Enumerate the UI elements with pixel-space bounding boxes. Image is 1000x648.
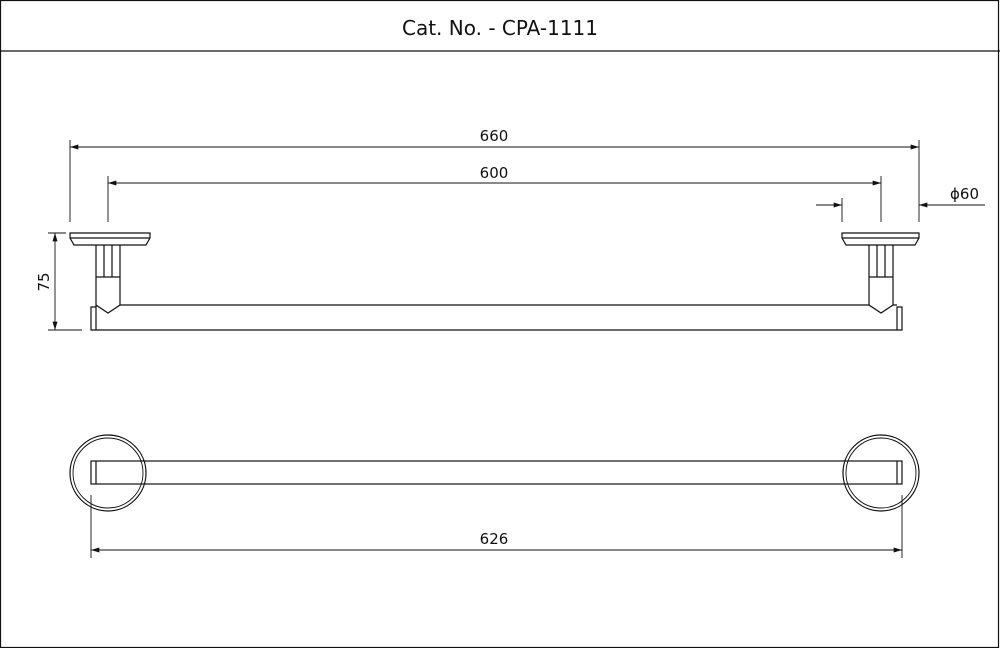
towel-bar-top [90,460,903,485]
dimension-label-75: 75 [35,272,53,291]
left-flange-outer [69,434,147,512]
dimension-label-660: 660 [480,127,509,145]
right-flange [841,232,920,246]
left-flange-inner [72,437,144,509]
left-flange [69,232,151,246]
dimension-label-600: 600 [480,164,509,182]
catalog-title: Cat. No. - CPA-1111 [402,16,598,40]
dimension-label-626: 626 [480,530,509,548]
top-view: 626 [69,434,920,558]
left-post [95,245,121,314]
front-view: 660 600 ϕ60 75 [35,127,985,331]
towel-bar-side [90,304,903,331]
right-post [868,245,894,314]
right-flange-inner [845,437,917,509]
dimension-label-diameter: ϕ60 [950,185,979,203]
right-flange-outer [842,434,920,512]
